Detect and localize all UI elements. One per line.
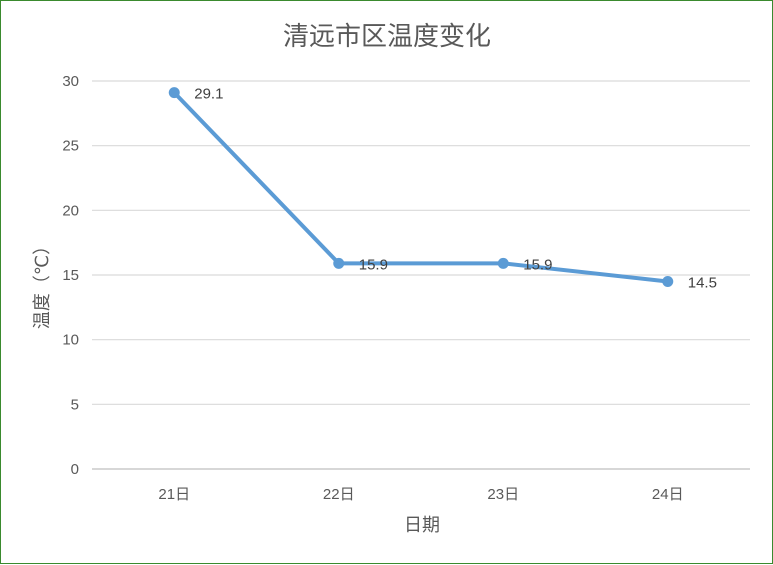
y-axis-ticks: 0 5 10 15 20 25 30	[62, 73, 79, 478]
x-axis-ticks: 21日 22日 23日 24日	[158, 486, 683, 503]
y-tick-label: 10	[62, 332, 79, 349]
y-tick-label: 20	[62, 202, 79, 219]
data-point	[662, 275, 674, 287]
y-axis-title: 温度（℃）	[32, 237, 53, 329]
x-tick-label: 21日	[158, 486, 190, 503]
data-labels: 29.1 15.9 15.9 14.5	[194, 86, 717, 292]
chart-title: 清远市区温度变化	[283, 22, 491, 52]
data-point	[168, 87, 180, 99]
data-label: 15.9	[359, 256, 388, 273]
x-tick-label: 23日	[487, 486, 519, 503]
data-point	[333, 257, 345, 269]
data-point	[497, 257, 509, 269]
x-tick-label: 24日	[652, 486, 684, 503]
y-tick-label: 15	[62, 267, 79, 284]
y-tick-label: 25	[62, 138, 79, 155]
x-tick-label: 22日	[323, 486, 355, 503]
gridlines	[92, 80, 750, 470]
series-layer	[168, 87, 674, 287]
x-axis-title: 日期	[404, 515, 440, 536]
series-line	[172, 90, 670, 284]
data-label: 29.1	[194, 86, 223, 103]
y-tick-label: 30	[62, 73, 79, 90]
data-label: 15.9	[523, 256, 552, 273]
y-tick-label: 5	[71, 396, 79, 413]
data-label: 14.5	[688, 274, 717, 291]
y-tick-label: 0	[71, 461, 79, 478]
